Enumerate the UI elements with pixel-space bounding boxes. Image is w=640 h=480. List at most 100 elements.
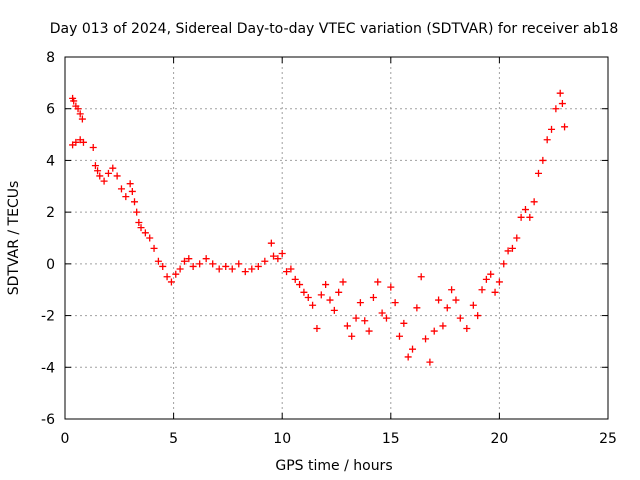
data-point bbox=[521, 206, 529, 214]
data-point bbox=[504, 247, 512, 255]
data-point bbox=[126, 180, 134, 188]
data-point bbox=[361, 317, 369, 325]
data-point bbox=[137, 224, 145, 232]
data-point bbox=[382, 314, 390, 322]
x-tick-label: 15 bbox=[382, 431, 400, 447]
x-tick-label: 0 bbox=[61, 431, 70, 447]
data-point bbox=[378, 309, 386, 317]
data-point bbox=[202, 255, 210, 263]
data-point bbox=[283, 268, 291, 276]
data-point bbox=[141, 229, 149, 237]
data-point bbox=[135, 218, 143, 226]
data-point bbox=[241, 268, 249, 276]
data-point bbox=[417, 273, 425, 281]
data-point bbox=[330, 306, 338, 314]
data-point bbox=[495, 278, 503, 286]
data-point bbox=[122, 193, 130, 201]
data-point bbox=[339, 278, 347, 286]
data-point bbox=[91, 162, 99, 170]
data-point bbox=[159, 262, 167, 270]
data-point bbox=[395, 332, 403, 340]
data-point bbox=[539, 156, 547, 164]
data-point bbox=[146, 234, 154, 242]
data-point bbox=[104, 169, 112, 177]
data-point bbox=[248, 265, 256, 273]
data-point bbox=[189, 262, 197, 270]
data-point bbox=[317, 291, 325, 299]
data-point bbox=[352, 314, 360, 322]
data-point bbox=[552, 105, 560, 113]
data-point bbox=[300, 288, 308, 296]
data-point bbox=[430, 327, 438, 335]
data-point bbox=[365, 327, 373, 335]
y-tick-label: 8 bbox=[46, 50, 55, 66]
data-point bbox=[409, 345, 417, 353]
data-point bbox=[150, 244, 158, 252]
data-point bbox=[369, 293, 377, 301]
data-point bbox=[561, 123, 569, 131]
y-tick-label: -6 bbox=[41, 412, 55, 428]
plot-frame bbox=[64, 56, 609, 420]
data-point bbox=[96, 172, 104, 180]
data-point bbox=[254, 262, 262, 270]
y-axis-label: SDTVAR / TECUs bbox=[6, 181, 22, 296]
data-point bbox=[291, 275, 299, 283]
data-point bbox=[548, 125, 556, 133]
data-point bbox=[163, 273, 171, 281]
data-point bbox=[72, 138, 80, 146]
data-point bbox=[267, 239, 275, 247]
data-point bbox=[94, 167, 102, 175]
data-point bbox=[196, 260, 204, 268]
data-point bbox=[443, 304, 451, 312]
y-tick-label: 0 bbox=[46, 257, 55, 273]
data-point bbox=[356, 299, 364, 307]
data-point bbox=[309, 301, 317, 309]
data-point bbox=[448, 286, 456, 294]
data-point bbox=[78, 115, 86, 123]
data-point bbox=[456, 314, 464, 322]
data-point bbox=[343, 322, 351, 330]
data-point bbox=[270, 252, 278, 260]
data-point bbox=[326, 296, 334, 304]
y-tick-label: 2 bbox=[46, 205, 55, 221]
grid bbox=[65, 57, 608, 419]
data-point bbox=[439, 322, 447, 330]
data-point bbox=[558, 100, 566, 108]
data-point bbox=[287, 265, 295, 273]
data-point bbox=[500, 260, 508, 268]
chart-title: Day 013 of 2024, Sidereal Day-to-day VTE… bbox=[50, 21, 619, 37]
data-point bbox=[526, 213, 534, 221]
y-tick-label: 6 bbox=[46, 102, 55, 118]
data-point bbox=[513, 234, 521, 242]
data-point bbox=[335, 288, 343, 296]
data-point bbox=[261, 257, 269, 265]
data-point bbox=[109, 164, 117, 172]
data-point bbox=[304, 293, 312, 301]
data-point bbox=[452, 296, 460, 304]
y-tick-label: -4 bbox=[41, 360, 55, 376]
data-point bbox=[131, 198, 139, 206]
data-point bbox=[274, 255, 282, 263]
data-point bbox=[426, 358, 434, 366]
data-point bbox=[185, 255, 193, 263]
data-point bbox=[313, 325, 321, 332]
data-point bbox=[491, 288, 499, 296]
y-tick-label: -2 bbox=[41, 309, 55, 325]
x-tick-label: 10 bbox=[273, 431, 291, 447]
x-tick-label: 20 bbox=[490, 431, 508, 447]
x-tick-label: 25 bbox=[599, 431, 617, 447]
data-point bbox=[128, 187, 136, 195]
data-point bbox=[534, 169, 542, 177]
x-axis-label: GPS time / hours bbox=[275, 458, 392, 474]
data-point bbox=[79, 138, 87, 146]
data-point bbox=[176, 265, 184, 273]
data-point bbox=[89, 144, 97, 151]
data-point bbox=[487, 270, 495, 278]
data-point bbox=[278, 250, 286, 258]
data-point bbox=[474, 312, 482, 320]
data-point bbox=[133, 208, 141, 216]
data-point bbox=[209, 260, 217, 268]
data-point bbox=[422, 335, 430, 343]
x-tick-label: 5 bbox=[169, 431, 178, 447]
